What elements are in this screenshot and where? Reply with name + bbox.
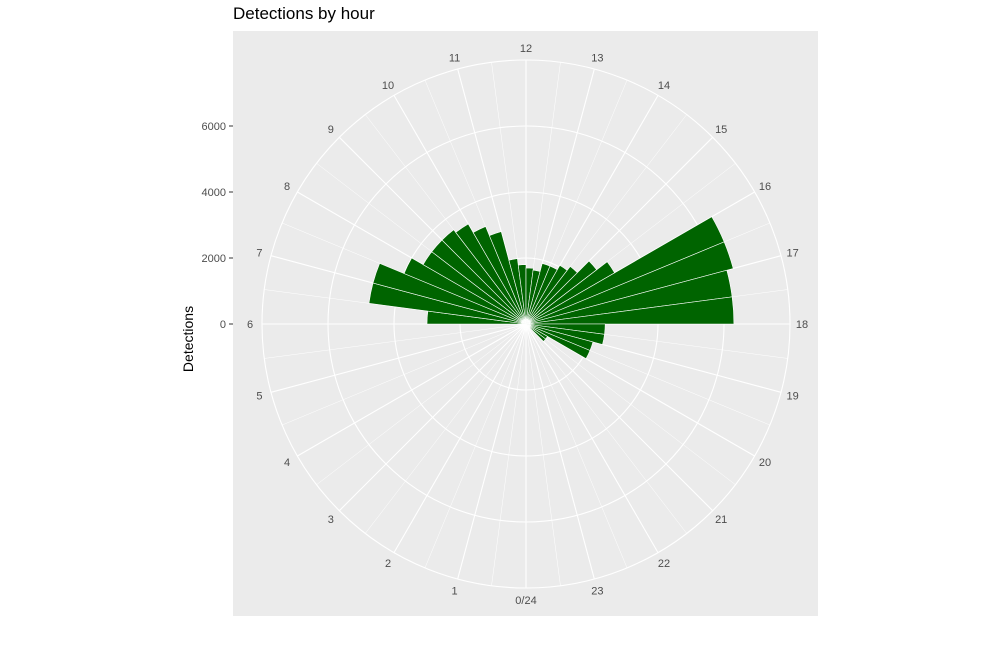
bar-15 [403, 257, 527, 325]
hour-label-20: 20 [759, 457, 771, 469]
bar-19 [455, 223, 527, 325]
hour-label-10: 10 [382, 80, 394, 92]
bar-33 [525, 241, 734, 325]
y-axis: 0 2000 4000 6000 [202, 121, 233, 331]
bar-39 [525, 323, 591, 360]
bar-35 [525, 296, 735, 325]
hour-label-23: 23 [591, 586, 603, 598]
hour-label-2: 2 [385, 558, 391, 570]
bar-18 [441, 229, 527, 325]
bar-23 [517, 264, 527, 325]
hour-label-18: 18 [796, 319, 808, 331]
hour-label-14: 14 [658, 80, 670, 92]
hour-label-layer: 0/24123456789101112131415161718192021222… [247, 43, 808, 607]
y-tick-label-1: 2000 [202, 253, 226, 265]
minor-spoke-5 [365, 323, 527, 534]
minor-spoke-1 [491, 323, 527, 586]
hour-label-7: 7 [256, 248, 262, 260]
hour-label-1: 1 [452, 586, 458, 598]
major-spoke-46 [525, 323, 595, 580]
bar-22 [508, 258, 527, 325]
hour-label-3: 3 [328, 514, 334, 526]
hour-label-17: 17 [786, 248, 798, 260]
minor-spoke-41 [525, 323, 736, 485]
bar-41 [525, 323, 547, 342]
y-tick-label-3: 6000 [202, 121, 226, 133]
hour-label-16: 16 [759, 181, 771, 193]
hour-label-9: 9 [328, 124, 334, 136]
hour-label-13: 13 [591, 52, 603, 64]
major-spoke-8 [297, 323, 527, 457]
hour-label-15: 15 [715, 124, 727, 136]
hour-label-4: 4 [284, 457, 290, 469]
minor-spoke-45 [525, 323, 628, 568]
major-spoke-4 [393, 323, 527, 553]
hour-label-12: 12 [520, 43, 532, 55]
major-spoke-2 [457, 323, 527, 580]
hour-label-0: 0/24 [515, 595, 536, 607]
hour-label-11: 11 [449, 52, 460, 64]
major-spoke-42 [525, 323, 714, 512]
hour-label-8: 8 [284, 181, 290, 193]
hour-label-19: 19 [786, 390, 798, 402]
minor-spoke-11 [264, 323, 527, 359]
hour-label-22: 22 [658, 558, 670, 570]
bar-21 [488, 231, 527, 325]
bar-14 [372, 262, 527, 325]
minor-spoke-47 [525, 323, 561, 586]
bar-layer [368, 216, 735, 360]
minor-spoke-7 [316, 323, 527, 485]
minor-spoke-43 [525, 323, 687, 534]
major-spoke-44 [525, 323, 659, 553]
hour-label-6: 6 [247, 319, 253, 331]
major-spoke-10 [270, 323, 527, 393]
hour-label-21: 21 [715, 514, 727, 526]
minor-spoke-9 [282, 323, 527, 426]
hour-label-5: 5 [256, 390, 262, 402]
major-spoke-6 [338, 323, 527, 512]
chart-title: Detections by hour [233, 4, 375, 23]
y-tick-label-2: 4000 [202, 187, 226, 199]
minor-spoke-3 [424, 323, 527, 568]
y-tick-label-0: 0 [220, 319, 226, 331]
bar-20 [472, 226, 527, 325]
y-axis-title: Detections [180, 306, 196, 372]
